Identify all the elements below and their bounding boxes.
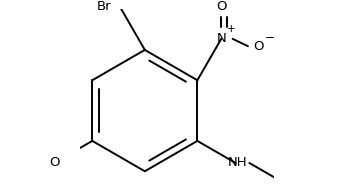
Text: −: − (264, 31, 274, 44)
Text: NH: NH (228, 157, 247, 170)
Text: +: + (227, 24, 236, 34)
Text: O: O (49, 157, 59, 170)
Text: N: N (216, 32, 226, 45)
Text: Br: Br (97, 0, 112, 13)
Text: O: O (216, 0, 227, 13)
Text: O: O (253, 40, 263, 53)
